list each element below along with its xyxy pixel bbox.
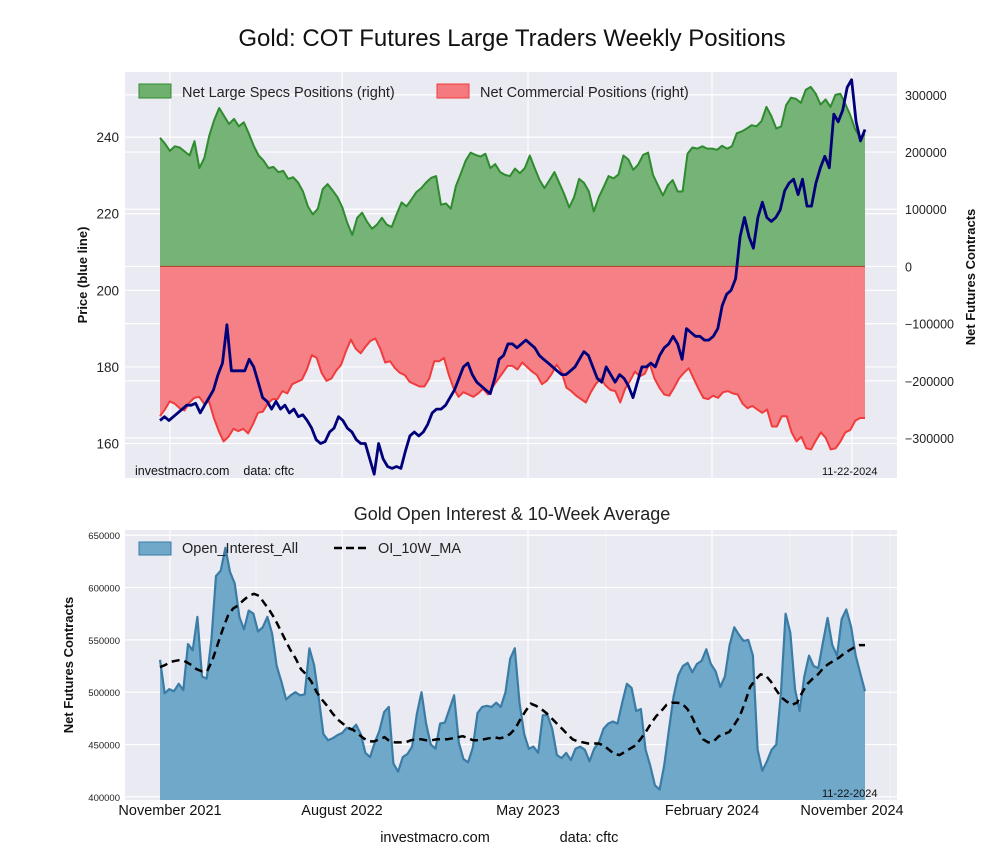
top-right-tick-label: −300000 — [905, 432, 954, 446]
bottom-legend: Open_Interest_All OI_10W_MA — [138, 541, 461, 557]
top-right-ylabel: Net Futures Contracts — [963, 209, 978, 346]
bottom-y-ticks: 400000 450000 500000 550000 600000 650000 — [88, 531, 120, 804]
top-right-tick-label: 100000 — [905, 203, 947, 217]
bottom-x-tick-label: November 2024 — [800, 803, 903, 819]
bottom-title: Gold Open Interest & 10-Week Average — [354, 504, 671, 524]
bottom-y-tick-label: 500000 — [88, 688, 120, 699]
main-title: Gold: COT Futures Large Traders Weekly P… — [238, 25, 785, 52]
top-right-tick-label: 0 — [905, 260, 912, 274]
legend-label-specs: Net Large Specs Positions (right) — [182, 85, 395, 101]
legend-swatch-open-interest — [138, 541, 172, 556]
top-left-tick-label: 160 — [96, 437, 119, 452]
top-right-ticks: −300000 −200000 −100000 0 100000 200000 300000 — [905, 89, 954, 446]
top-right-tick-label: −200000 — [905, 375, 954, 389]
bottom-y-tick-label: 550000 — [88, 636, 120, 647]
bottom-date-label: 11-22-2024 — [822, 788, 877, 800]
ma-10w-line — [159, 592, 865, 757]
top-left-tick-label: 180 — [96, 360, 119, 375]
legend-label-ma: OI_10W_MA — [378, 541, 461, 557]
bottom-x-tick-label: August 2022 — [301, 803, 382, 819]
bottom-areas — [158, 546, 867, 800]
top-watermark: investmacro.com data: cftc — [135, 464, 294, 478]
top-left-tick-label: 220 — [96, 207, 119, 222]
net-large-specs-line — [159, 85, 866, 236]
top-left-tick-label: 240 — [96, 130, 119, 145]
top-left-ylabel: Price (blue line) — [75, 227, 90, 324]
price-line — [159, 78, 867, 476]
bottom-x-tick-label: May 2023 — [496, 803, 560, 819]
legend-label-open-interest: Open_Interest_All — [182, 541, 298, 557]
top-chart: 160 180 200 220 240 −300000 −200000 −100000 0 10… — [75, 72, 978, 478]
bottom-x-tick-label: November 2021 — [118, 803, 221, 819]
top-right-tick-label: −100000 — [905, 318, 954, 332]
bottom-x-tick-label: February 2024 — [665, 803, 759, 819]
bottom-chart: Gold Open Interest & 10-Week Average 400… — [61, 504, 904, 846]
top-date-label: 11-22-2024 — [822, 466, 877, 478]
bottom-x-ticks: November 2021 August 2022 May 2023 February… — [118, 803, 903, 819]
top-areas — [159, 78, 867, 476]
legend-label-commercial: Net Commercial Positions (right) — [480, 85, 689, 101]
top-legend: Net Large Specs Positions (right) Net Co… — [138, 83, 689, 101]
top-left-ticks: 160 180 200 220 240 — [96, 130, 119, 451]
net-commercial-area — [160, 266, 865, 450]
net-commercial-line — [159, 337, 865, 451]
footer-source: data: cftc — [560, 830, 619, 846]
legend-swatch-specs — [138, 83, 172, 99]
bottom-ylabel: Net Futures Contracts — [61, 597, 76, 734]
legend-swatch-commercial — [436, 83, 470, 99]
top-right-tick-label: 200000 — [905, 146, 947, 160]
bottom-y-tick-label: 650000 — [88, 531, 120, 542]
net-large-specs-area — [160, 86, 865, 267]
top-left-tick-label: 200 — [96, 283, 119, 298]
bottom-y-tick-label: 600000 — [88, 584, 120, 595]
open-interest-line — [158, 546, 867, 791]
bottom-y-tick-label: 450000 — [88, 741, 120, 752]
bottom-y-tick-label: 400000 — [88, 793, 120, 804]
top-right-tick-label: 300000 — [905, 89, 947, 103]
footer-site: investmacro.com — [380, 830, 490, 846]
